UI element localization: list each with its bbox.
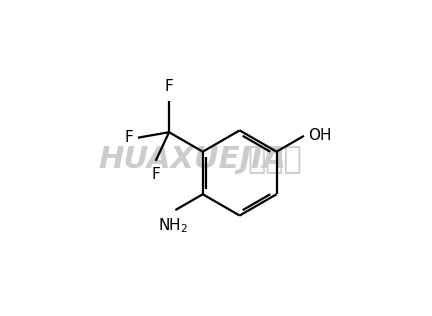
Text: NH$_2$: NH$_2$: [158, 216, 188, 235]
Text: HUAXUEJIA: HUAXUEJIA: [98, 145, 286, 174]
Text: 化学加: 化学加: [248, 145, 302, 174]
Text: F: F: [124, 130, 133, 145]
Text: OH: OH: [308, 128, 332, 143]
Text: F: F: [151, 167, 160, 182]
Text: F: F: [165, 80, 173, 94]
